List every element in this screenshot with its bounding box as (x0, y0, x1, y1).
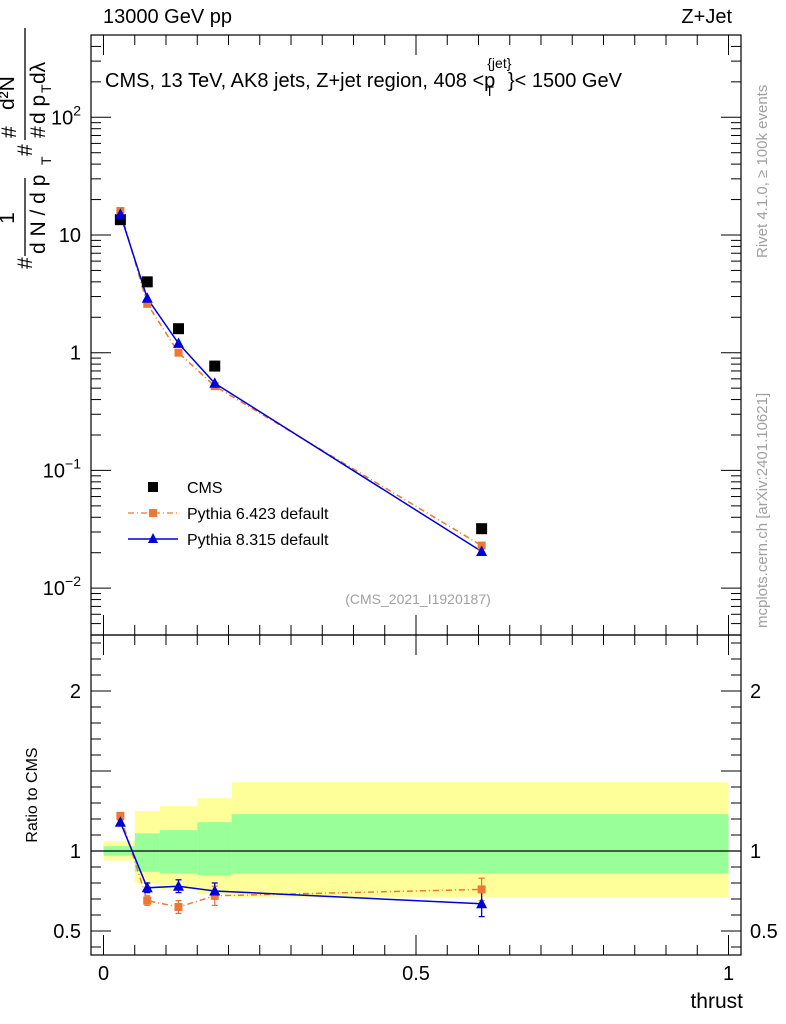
main-y-tick-label: 10−1 (43, 455, 81, 482)
legend-label-pythia6: Pythia 6.423 default (187, 506, 329, 523)
ratio-point-pythia-6-423-default (143, 896, 152, 905)
legend-marker-pythia6 (149, 509, 157, 517)
main-point-cms (173, 323, 184, 335)
svg-text:dλ: dλ (27, 61, 50, 84)
watermark: (CMS_2021_I1920187) (345, 591, 491, 607)
main-point-pythia-6-423-default (174, 348, 183, 357)
main-line-pythia-8-315-default (119, 214, 483, 553)
ratio-band-green (231, 814, 729, 874)
ratio-y-tick-label-right: 2 (750, 681, 761, 703)
x-axis-label: thrust (690, 990, 743, 1013)
main-point-pythia-8-315-default (141, 292, 153, 303)
main-point-pythia-8-315-default (173, 337, 184, 348)
ratio-band-green (159, 830, 198, 874)
svg-text:d p: d p (27, 95, 50, 124)
ratio-point-pythia-8-315-default (173, 880, 184, 891)
main-y-axis-label: # 1 d N / d p T # # d²N # d p T dλ (0, 28, 54, 269)
svg-text:#: # (14, 257, 37, 269)
axis-labels: 10−2 10−1 1 10 102 0 0.5 1 0.5 0.5 1 1 2 2 (43, 102, 778, 985)
svg-text:1: 1 (0, 212, 19, 224)
main-y-tick-label: 1 (70, 343, 81, 365)
ratio-point-pythia-6-423-default (477, 885, 486, 894)
main-point-pythia-8-315-default (114, 208, 126, 219)
ratio-y-tick-label-right: 1 (750, 841, 761, 863)
svg-text:d²N: d²N (0, 76, 19, 110)
legend-marker-cms (148, 482, 158, 492)
x-tick-label: 1 (723, 963, 734, 985)
x-tick-label: 0.5 (402, 963, 430, 985)
legend-marker-pythia8 (148, 533, 158, 543)
axis-ticks (91, 34, 741, 955)
main-y-tick-label: 10 (59, 225, 81, 247)
svg-text:T: T (38, 84, 54, 93)
legend-label-cms: CMS (187, 480, 223, 497)
main-point-pythia-8-315-default (209, 377, 221, 388)
ratio-band-green (134, 833, 160, 872)
ratio-point-pythia-8-315-default (476, 897, 488, 909)
main-point-cms (114, 214, 126, 226)
svg-text:d N / d p: d N / d p (27, 175, 50, 254)
svg-text:#: # (14, 144, 37, 156)
header-right: Z+Jet (681, 6, 732, 28)
ratio-y-tick-label-right: 0.5 (750, 921, 778, 943)
ratio-point-pythia-6-423-default (116, 811, 125, 820)
series-markers (114, 206, 488, 911)
x-tick-label: 0 (98, 963, 109, 985)
ratio-point-pythia-8-315-default (209, 885, 221, 896)
ratio-point-pythia-6-423-default (210, 891, 219, 900)
main-point-pythia-6-423-default (143, 299, 152, 308)
ratio-point-pythia-8-315-default (141, 881, 153, 893)
main-point-cms (476, 523, 488, 535)
svg-text:#: # (27, 126, 50, 138)
ratio-y-tick-label-left: 1 (70, 841, 81, 863)
ratio-band-green (197, 822, 232, 875)
ratio-y-tick-label-left: 2 (70, 681, 81, 703)
main-y-tick-label: 10−2 (43, 573, 81, 600)
main-y-tick-label: 102 (51, 102, 81, 129)
ratio-uncertainty-bands (103, 782, 729, 898)
main-point-cms (209, 360, 221, 372)
header-left: 13000 GeV pp (103, 6, 232, 28)
legend-label-pythia8: Pythia 8.315 default (187, 532, 329, 549)
ratio-point-pythia-6-423-default (174, 903, 183, 911)
main-point-cms (141, 276, 153, 288)
ratio-y-axis-label: Ratio to CMS (24, 747, 41, 842)
ratio-y-tick-label-left: 0.5 (53, 921, 81, 943)
ratio-point-pythia-8-315-default (114, 816, 126, 827)
plot-title: CMS, 13 TeV, AK8 jets, Z+jet region, 408… (105, 55, 623, 99)
legend: CMS Pythia 6.423 default Pythia 8.315 de… (128, 480, 329, 549)
main-point-pythia-8-315-default (476, 545, 488, 556)
main-line-pythia-6-423-default (119, 210, 483, 547)
svg-text:T: T (38, 156, 54, 165)
svg-text:#: # (0, 126, 21, 138)
